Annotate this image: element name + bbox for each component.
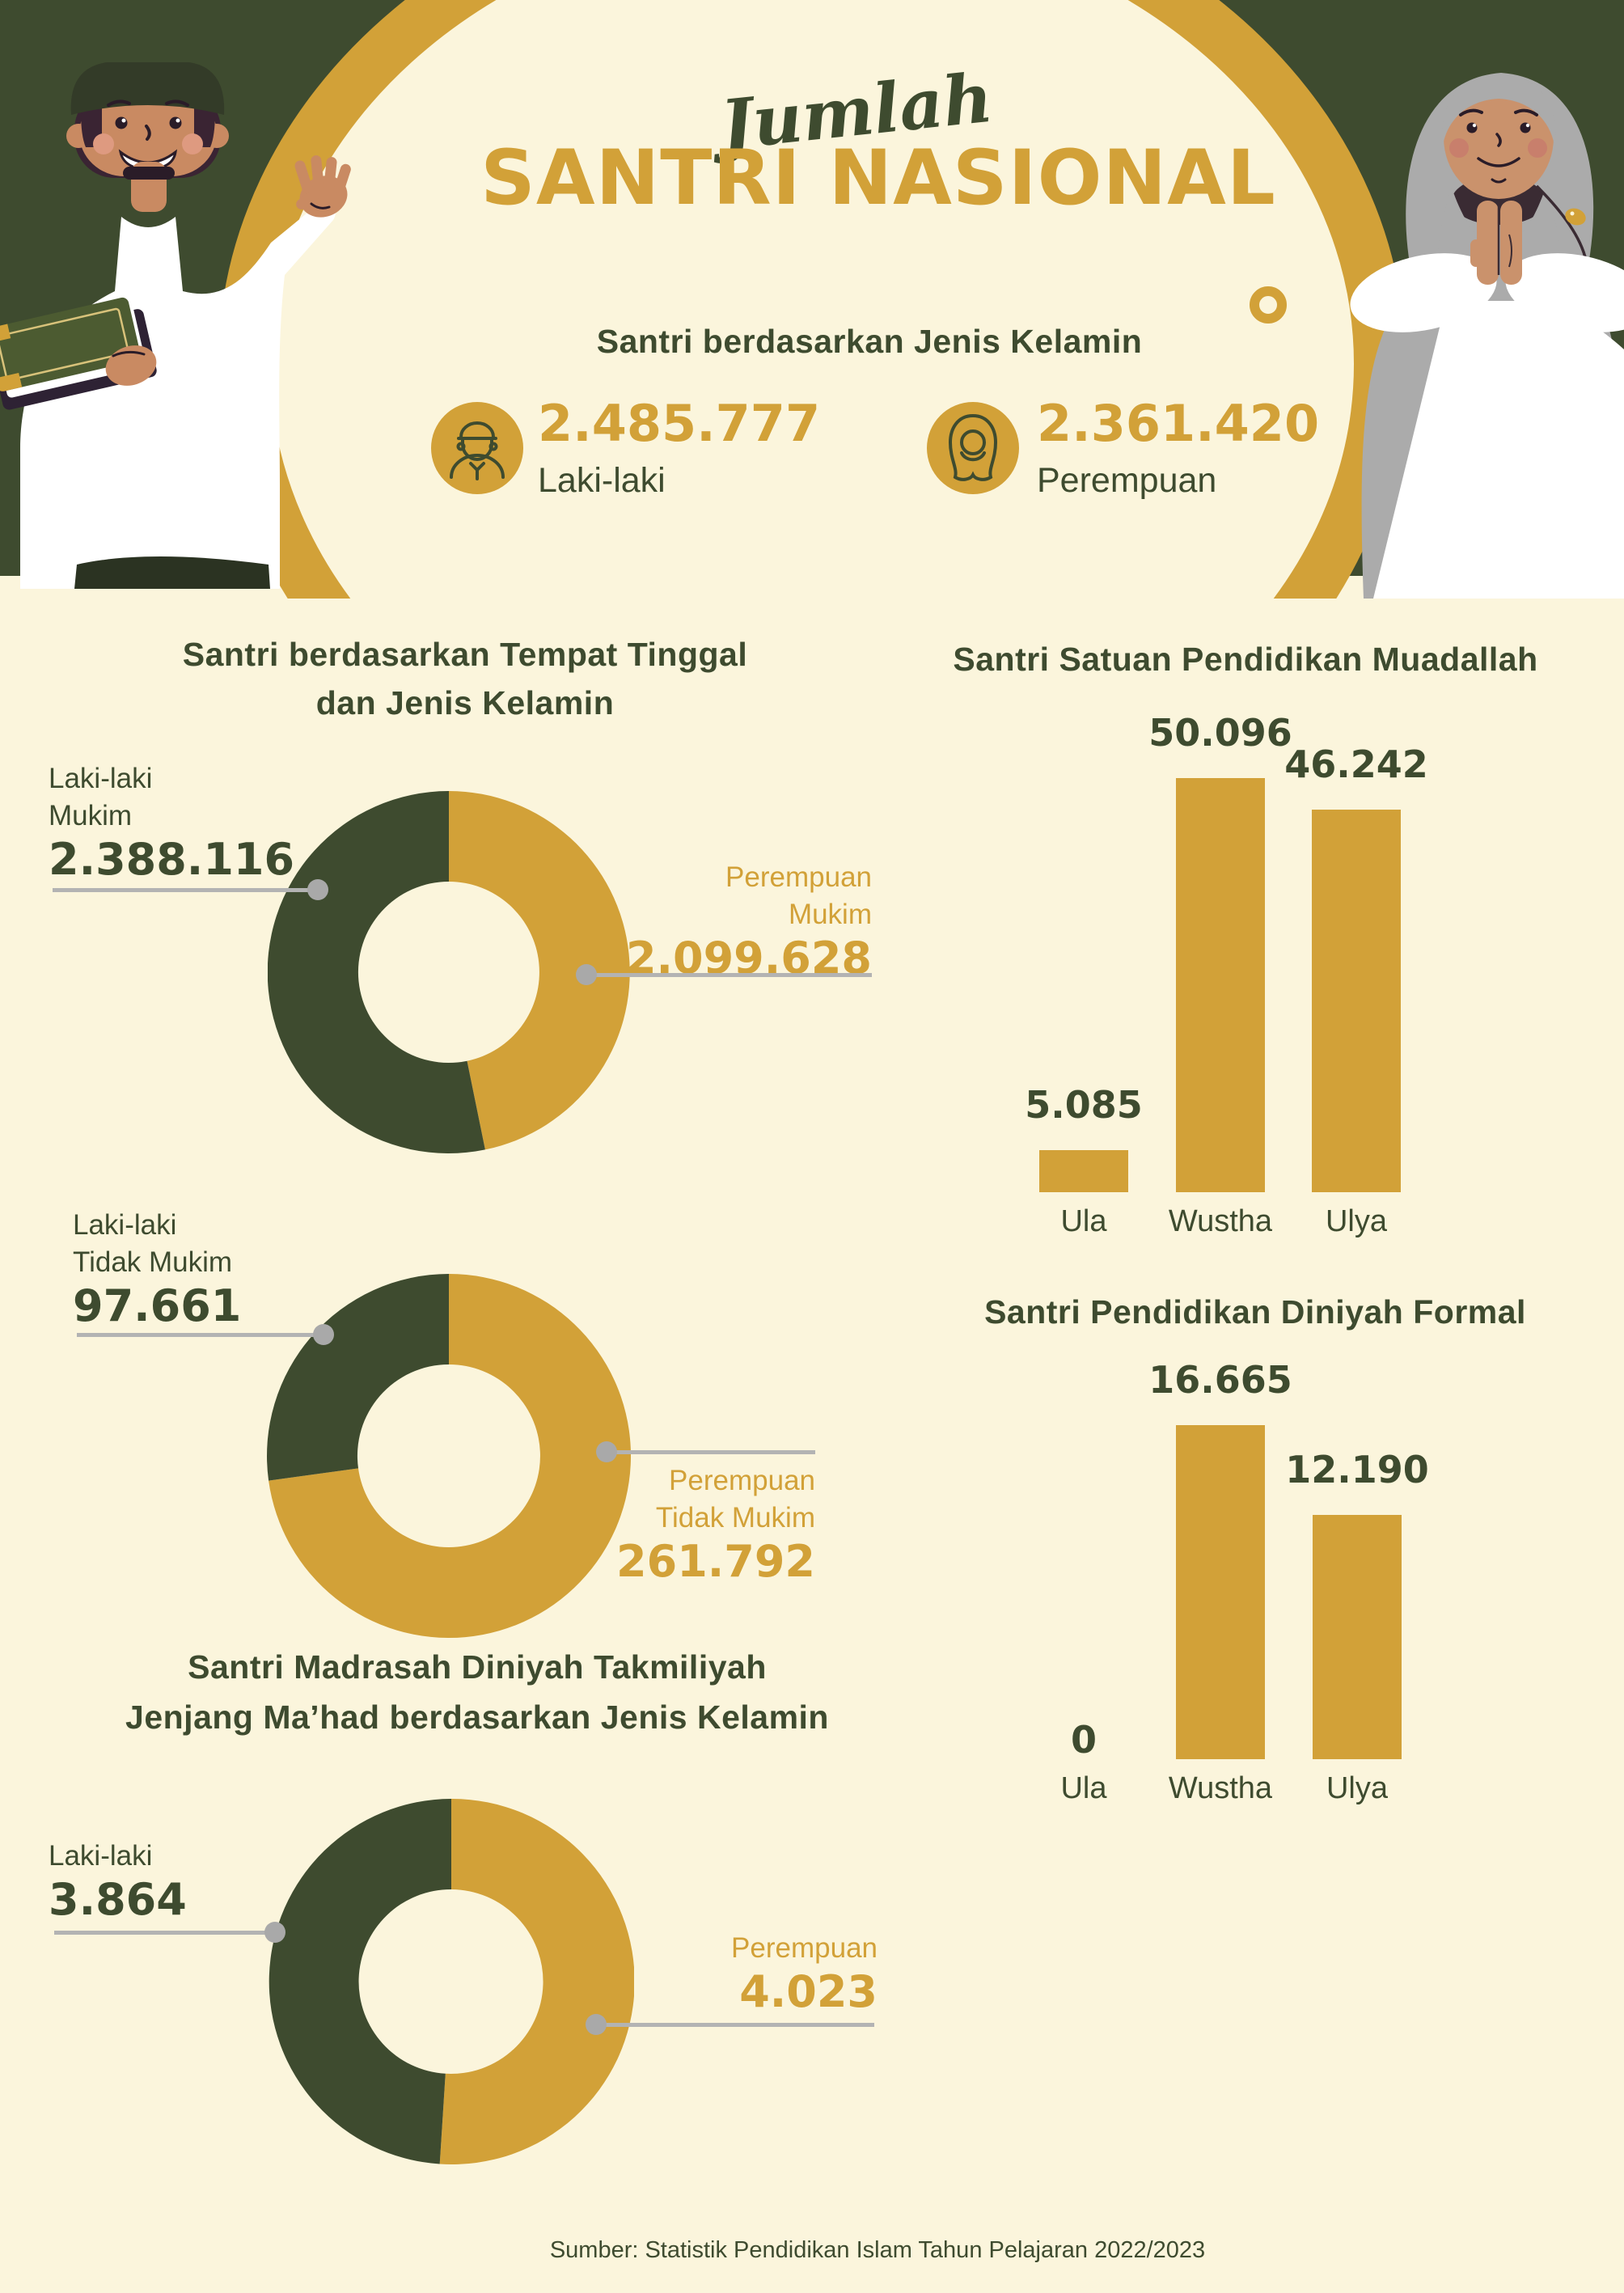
source-note: Sumber: Statistik Pendidikan Islam Tahun… (549, 2237, 1206, 2263)
girl-santri-illustration (1350, 73, 1624, 599)
leader-line (53, 888, 319, 892)
bar-ulya (1312, 810, 1401, 1192)
donut-slice-laki-laki (269, 1799, 451, 2164)
leader-line (77, 1333, 324, 1337)
bar-category-label: Ulya (1325, 1204, 1388, 1238)
callout-perempuan-mukim: Perempuan Mukim 2.099.628 (625, 861, 872, 984)
donut-chart-tidak-mukim (267, 1274, 631, 1638)
section-title-takmiliyah: Santri Madrasah Diniyah Takmiliyah Jenja… (125, 1648, 829, 1736)
leader-dot (307, 879, 328, 900)
leader-line (584, 973, 872, 977)
bar-category-label: Ula (1060, 1204, 1107, 1238)
bar-value-label: 5.085 (1025, 1083, 1143, 1127)
section-title-tempat-tinggal: Santri berdasarkan Tempat Tinggal dan Je… (182, 636, 748, 721)
leader-dot (264, 1922, 285, 1943)
donut-slice-perempuan-tidak-mukim (269, 1274, 631, 1638)
bar-value-label: 16.665 (1148, 1358, 1292, 1402)
callout-laki-laki-takmiliyah: Laki-laki 3.864 (49, 1840, 187, 1925)
leader-dot (313, 1324, 334, 1345)
praying-hands (1470, 201, 1522, 285)
female-count: 2.361.420 (1037, 394, 1320, 453)
callout-laki-laki-mukim: Laki-laki Mukim 2.388.116 (49, 763, 295, 885)
bar-wustha (1176, 778, 1265, 1192)
callout-perempuan-takmiliyah: Perempuan 4.023 (731, 1932, 878, 2017)
bar-category-label: Wustha (1168, 1771, 1273, 1805)
leader-line (594, 2023, 874, 2027)
section-title-muadallah: Santri Satuan Pendidikan Muadallah (953, 641, 1538, 678)
bar-chart-diniyah-formal: 0 Ula 16.665 Wustha 12.190 Ulya (1039, 1343, 1428, 1828)
man-with-peci-icon (431, 402, 523, 494)
header-banner (0, 0, 1624, 599)
bar-value-label: 50.096 (1148, 711, 1292, 755)
bar-ula (1039, 1150, 1128, 1192)
female-label: Perempuan (1037, 461, 1217, 500)
donut-chart-takmiliyah (269, 1799, 634, 2164)
bar-category-label: Wustha (1168, 1204, 1273, 1238)
male-count: 2.485.777 (538, 394, 821, 453)
boy-santri-illustration (0, 62, 351, 590)
donut-slice-laki-laki-tidak-mukim (267, 1274, 449, 1481)
bar-wustha (1176, 1425, 1265, 1759)
leader-line (605, 1450, 815, 1454)
leader-line (54, 1931, 275, 1935)
quran-book-icon (0, 297, 157, 410)
donut-slice-perempuan-mukim (449, 791, 630, 1150)
bar-category-label: Ula (1060, 1771, 1107, 1805)
bar-ulya (1313, 1515, 1402, 1759)
bar-chart-muadallah: 5.085 Ula 50.096 Wustha 46.242 Ulya (1025, 696, 1428, 1246)
leader-dot (586, 2014, 607, 2035)
bar-value-label: 0 (1070, 1718, 1097, 1762)
leader-dot (576, 964, 597, 985)
gender-summary-heading: Santri berdasarkan Jenis Kelamin (596, 323, 1143, 360)
bar-value-label: 46.242 (1284, 742, 1428, 786)
woman-with-hijab-icon (927, 402, 1019, 494)
section-title-diniyah-formal: Santri Pendidikan Diniyah Formal (984, 1293, 1526, 1331)
gold-ring-decoration-icon (1250, 286, 1287, 324)
leader-dot (596, 1441, 617, 1462)
callout-laki-laki-tidak-mukim: Laki-laki Tidak Mukim 97.661 (73, 1209, 242, 1331)
bar-category-label: Ulya (1326, 1771, 1389, 1805)
callout-perempuan-tidak-mukim: Perempuan Tidak Mukim 261.792 (616, 1465, 815, 1587)
bar-value-label: 12.190 (1285, 1448, 1429, 1491)
male-label: Laki-laki (538, 461, 666, 500)
donut-slice-perempuan (439, 1799, 634, 2164)
page-title-main: SANTRI NASIONAL (480, 134, 1276, 222)
